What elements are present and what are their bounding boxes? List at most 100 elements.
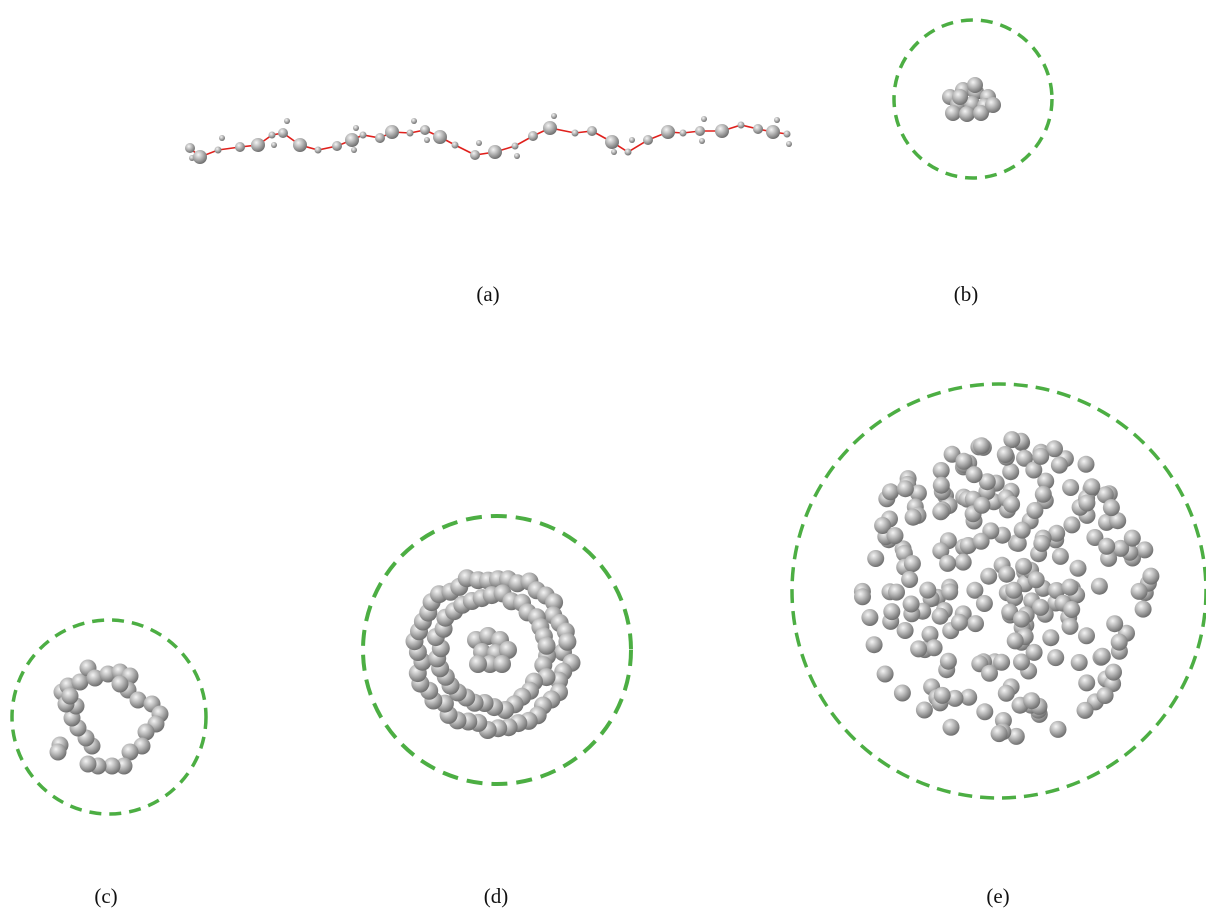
- cluster-bead: [1025, 461, 1043, 479]
- cluster-bead: [1062, 479, 1080, 496]
- cluster-bead: [1003, 495, 1021, 513]
- cluster-bead: [1063, 601, 1081, 618]
- cluster-bead: [903, 555, 921, 573]
- cluster-bead: [933, 686, 951, 704]
- cluster-bead: [1063, 516, 1081, 534]
- chain-bead: [351, 147, 357, 153]
- cluster-bead: [1048, 582, 1065, 599]
- panel-b-collapsed-globule: [892, 18, 1054, 180]
- chain-bead: [476, 140, 482, 146]
- cluster-bead: [137, 723, 155, 741]
- cluster-bead: [1013, 610, 1030, 628]
- chain-bead: [193, 150, 207, 164]
- cluster-bead: [1023, 692, 1041, 710]
- cluster-bead: [1027, 571, 1045, 589]
- cluster-bead: [121, 743, 139, 761]
- cluster-bead: [865, 636, 883, 654]
- cluster-bead: [886, 527, 904, 545]
- cluster-bead: [1078, 674, 1096, 692]
- chain-bead: [284, 118, 290, 124]
- cluster-bead: [1013, 521, 1031, 539]
- panel-label-b: (b): [953, 282, 979, 306]
- cluster-bead: [1016, 449, 1033, 467]
- cluster-bead: [896, 622, 914, 639]
- boundary-circle-e: [790, 382, 1206, 800]
- cluster-bead: [980, 567, 998, 585]
- cluster-bead: [919, 581, 937, 599]
- boundary-circle-d: [361, 514, 633, 786]
- cluster-bead: [1106, 615, 1124, 633]
- cluster-bead: [1034, 485, 1052, 503]
- cluster-bead: [1047, 649, 1065, 667]
- cluster-bead: [882, 483, 899, 501]
- chain-bead: [737, 121, 745, 129]
- cluster-bead: [966, 581, 984, 599]
- chain-bead: [411, 118, 417, 124]
- panel-e-large-cluster: [790, 382, 1206, 800]
- chain-bead: [629, 137, 635, 143]
- cluster-bead: [902, 595, 920, 613]
- chain-bead: [774, 117, 780, 123]
- panel-a-stretched-chain: [185, 113, 792, 164]
- cluster-bead: [932, 503, 950, 521]
- chain-bead: [375, 133, 385, 143]
- cluster-bead: [955, 452, 973, 470]
- chain-bead: [470, 150, 480, 160]
- chain-bead: [661, 125, 675, 139]
- cluster-bead: [1096, 486, 1114, 504]
- cluster-bead: [1093, 647, 1111, 665]
- chain-bead: [314, 146, 322, 154]
- chain-bead: [753, 124, 763, 134]
- cluster-bead: [86, 669, 104, 687]
- globule-beads-b: [942, 77, 1001, 122]
- chain-bead: [219, 135, 225, 141]
- cluster-bead: [1112, 539, 1130, 557]
- boundary-circle-b: [892, 18, 1054, 180]
- chain-bead: [699, 138, 705, 144]
- cluster-bead: [1083, 478, 1101, 496]
- cluster-bead: [932, 462, 950, 479]
- cluster-bead: [993, 653, 1011, 671]
- chain-bead: [420, 125, 430, 135]
- cluster-bead: [976, 703, 994, 721]
- cluster-bead: [972, 532, 990, 550]
- cluster-bead: [1005, 581, 1023, 599]
- cluster-bead: [499, 641, 517, 659]
- chain-bead: [251, 138, 265, 152]
- chain-bead: [424, 137, 430, 143]
- chain-bead: [332, 141, 342, 151]
- cluster-bead: [1109, 512, 1127, 530]
- globule-bead: [973, 105, 989, 121]
- cluster-bead: [129, 691, 147, 709]
- cluster-bead: [1026, 502, 1044, 519]
- chain-bead: [268, 131, 276, 139]
- chain-bead: [433, 130, 447, 144]
- cluster-bead: [1009, 534, 1027, 552]
- chain-bead: [271, 142, 277, 148]
- cluster-bead: [1134, 600, 1152, 618]
- cluster-bead: [1042, 629, 1060, 647]
- chain-bead: [643, 135, 653, 145]
- cluster-bead: [545, 593, 564, 612]
- cluster-bead: [915, 701, 933, 719]
- chain-bead: [511, 142, 519, 150]
- cluster-bead: [960, 688, 978, 706]
- cluster-bead: [111, 675, 129, 693]
- cluster-bead: [1090, 577, 1108, 595]
- cluster-bead: [1061, 578, 1079, 596]
- chain-bead: [385, 125, 399, 139]
- chain-bead: [543, 121, 557, 135]
- cluster-bead: [1078, 494, 1096, 512]
- cluster-bead: [1015, 557, 1033, 575]
- globule-bead: [959, 106, 975, 122]
- cluster-bead: [537, 636, 556, 655]
- cluster-bead: [1069, 559, 1087, 577]
- panel-c-ring-cluster: [10, 618, 208, 816]
- cluster-bead: [1007, 727, 1025, 745]
- cluster-bead: [954, 553, 972, 571]
- panel-d-shell-cluster: [361, 514, 633, 786]
- cluster-bead: [49, 743, 67, 761]
- cluster-bead: [854, 588, 871, 606]
- cluster-bead: [1013, 653, 1030, 671]
